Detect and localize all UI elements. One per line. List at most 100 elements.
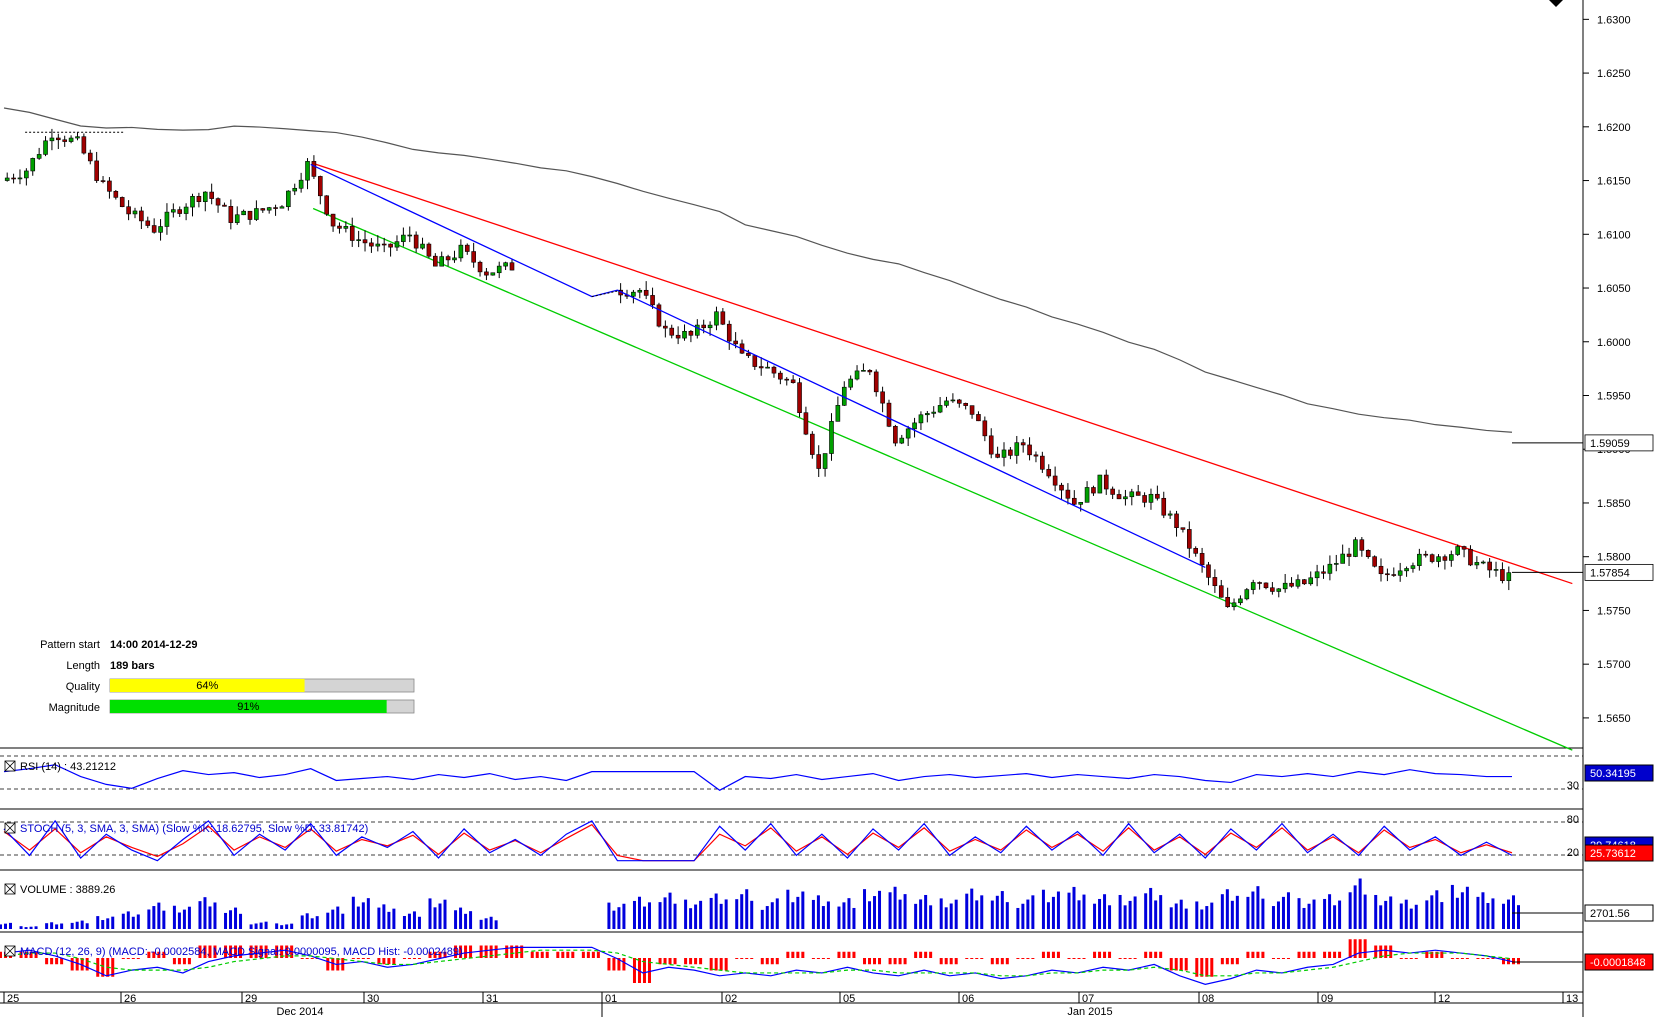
magnitude-meter-fill [110,700,387,713]
candle [1270,582,1275,595]
volume-bar [111,916,115,929]
candle [254,200,259,221]
price-tick-label: 1.6100 [1597,229,1631,241]
volume-bar [331,909,335,929]
macd-hist-bar [356,958,360,959]
macd-hist-bar [724,958,728,971]
candle [1487,558,1492,578]
day-tick-label: 01 [605,993,617,1005]
volume-bar [157,902,161,929]
volume-bar [1328,894,1332,929]
volume-bar [765,906,769,929]
candle [1014,435,1020,464]
volume-bar [1261,898,1265,929]
candle [139,206,144,230]
volume-bar [954,899,958,929]
macd-hist-bar [750,958,754,959]
macd-hist-bar [1108,951,1112,958]
volume-bar [673,903,677,929]
volume-bar [1128,900,1132,929]
macd-hist-bar [1328,951,1332,958]
macd-hist-bar [1098,951,1102,958]
rsi-value-badge-box [1584,764,1654,782]
macd-hist-bar [1271,958,1275,959]
macd-hist-bar [24,951,28,958]
day-tick-label: 08 [1202,993,1214,1005]
macd-hist-bar [157,951,161,958]
candle [1480,560,1486,565]
macd-hist-bar [714,958,718,971]
magnitude-meter-text: 91% [237,701,259,713]
rsi-pane: RSI (14) : 43.21212 30 50.34195 [0,755,1654,792]
volume-bar [147,909,151,929]
volume-bar [239,913,243,929]
candle [1372,555,1377,568]
candle [854,365,860,381]
volume-bar [837,906,841,929]
price-tick-label: 1.5950 [1597,390,1631,402]
volume-bar [1374,894,1378,929]
rsi-pane-label: RSI (14) : 43.21212 [20,761,116,773]
volume-bar [438,903,442,929]
macd-hist-bar [1389,945,1393,958]
volume-bar [1174,903,1178,929]
volume-bar [1067,892,1071,929]
candle [867,369,873,376]
macd-hist-bar [249,945,253,958]
candle [905,425,911,447]
volume-bar [1118,894,1122,929]
macd-line [3,946,1513,985]
volume-bar [249,924,253,929]
candle [87,149,93,165]
macd-hist-bar [709,958,713,971]
volume-bar [131,916,135,929]
volume-bar [709,897,713,929]
candle [317,175,323,205]
volume-bar [300,915,304,929]
volume-bar [745,889,749,929]
candlestick-series [4,128,1512,611]
day-tick-label: 30 [367,993,379,1005]
volume-bar [658,902,662,929]
candle [918,411,924,431]
macd-hist-bar [392,958,396,965]
scroll-marker-icon[interactable] [1549,0,1563,7]
volume-bar [1041,889,1045,929]
macd-hist-bar [454,945,458,958]
volume-bar [1098,898,1102,929]
zigzag-pattern [25,131,1206,569]
candle [656,302,662,328]
resistance-line [312,162,1573,585]
macd-hist-bar [136,958,140,959]
macd-hist-bar [285,945,289,958]
volume-bar [668,892,672,929]
volume-bar [684,899,688,929]
volume-bar [1384,900,1388,929]
volume-bar [617,907,621,929]
candle [1174,510,1179,537]
candle [1199,547,1205,573]
day-tick-label: 25 [7,993,19,1005]
candle [803,406,809,436]
volume-bar [1184,908,1188,929]
candle [1442,554,1448,570]
candle [158,219,163,241]
macd-hist-bar [131,958,135,959]
candle [190,193,195,217]
candle [349,217,355,247]
macd-hist-bar [489,945,493,958]
macd-hist-bar [1333,951,1337,958]
macd-hist-bar [224,945,228,958]
stoch-d-badge: 25.73612 [1590,848,1636,860]
volume-bar [642,906,646,929]
macd-hist-bar [545,951,549,958]
candle [43,136,48,157]
volume-bar [50,922,54,929]
volume-bar [366,898,370,929]
volume-bar [1481,892,1485,929]
volume-bar [351,896,355,929]
macd-hist-bar [1144,951,1148,958]
volume-bar [1338,900,1342,929]
macd-hist-bar [187,958,191,965]
